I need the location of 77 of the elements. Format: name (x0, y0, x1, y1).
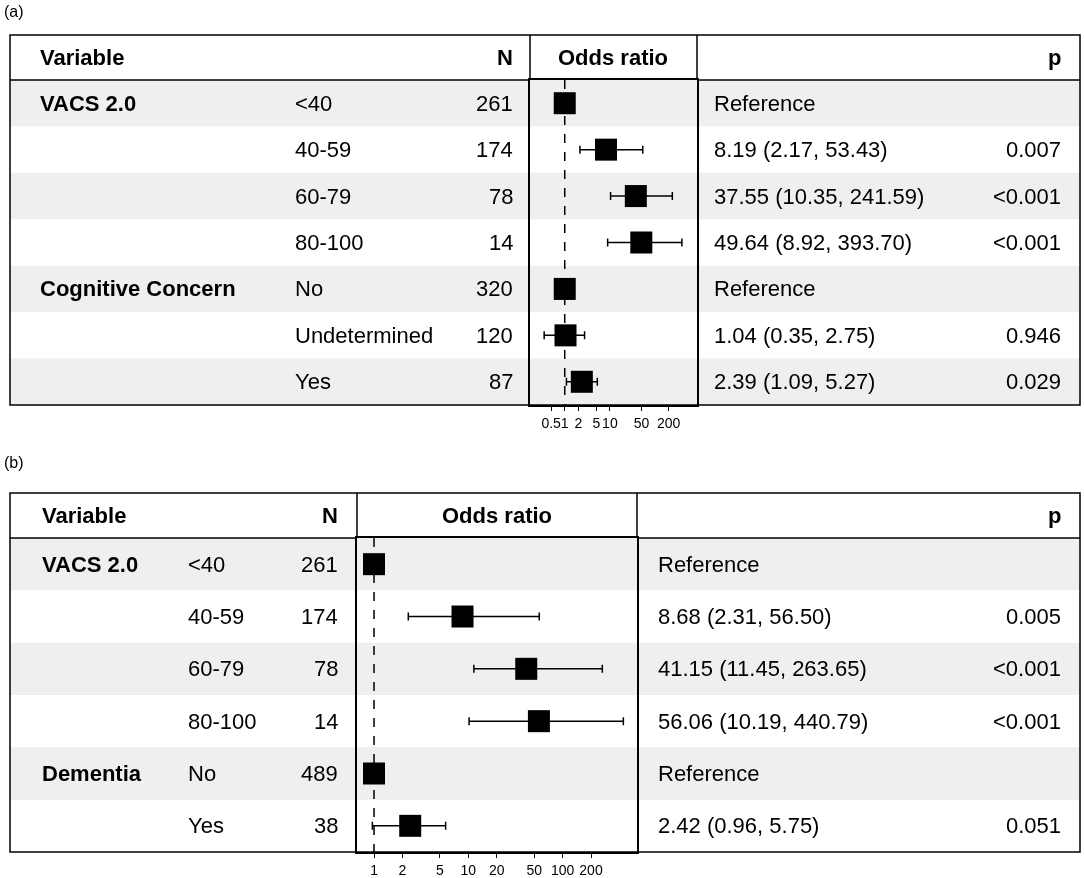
x-tick-label: 10 (460, 861, 477, 878)
text: 120 (476, 323, 513, 348)
x-tick-label: 5 (436, 861, 445, 878)
x-tick-label: 2 (398, 861, 407, 878)
text: 0.051 (1006, 813, 1062, 838)
text: Dementia (42, 761, 142, 786)
text: 14 (489, 230, 514, 255)
text: 56.06 (10.19, 440.79) (658, 709, 869, 734)
text: VACS 2.0 (40, 91, 137, 116)
y-tick-label: No (188, 761, 217, 786)
x-tick-label: 10 (602, 414, 618, 431)
text: 49.64 (8.92, 393.70) (714, 230, 913, 255)
x-tick-label: 50 (526, 861, 543, 878)
text: Reference (658, 761, 760, 786)
text: <0.001 (993, 656, 1061, 681)
text: Odds ratio (442, 503, 553, 528)
y-tick-label: <40 (188, 552, 226, 577)
x-tick-label: 50 (633, 414, 650, 431)
text: 78 (314, 656, 339, 681)
text: 2.42 (0.96, 5.75) (658, 813, 820, 838)
text: Odds ratio (558, 45, 669, 70)
text: 37.55 (10.35, 241.59) (714, 184, 925, 209)
text: VACS 2.0 (42, 552, 139, 577)
text: 14 (314, 709, 339, 734)
x-tick-label: 200 (656, 414, 681, 431)
text: Variable (40, 45, 125, 70)
text: 1.04 (0.35, 2.75) (714, 323, 876, 348)
text: 0.007 (1006, 137, 1062, 162)
text: p (1048, 45, 1062, 70)
y-tick-label: No (295, 276, 324, 301)
y-tick-label: 60-79 (188, 656, 245, 681)
text: 174 (476, 137, 513, 162)
text: 0.005 (1006, 604, 1062, 629)
text: 174 (301, 604, 338, 629)
text: <0.001 (993, 709, 1061, 734)
y-tick-label: <40 (295, 91, 333, 116)
y-tick-label: 40-59 (188, 604, 245, 629)
x-tick-label: 0.5 (541, 414, 562, 431)
y-tick-label: 40-59 (295, 137, 352, 162)
text: 320 (476, 276, 513, 301)
text: N (322, 503, 338, 528)
y-tick-label: Undetermined (295, 323, 434, 348)
y-tick-label: 80-100 (188, 709, 257, 734)
text: (a) (4, 3, 24, 20)
text: 489 (301, 761, 338, 786)
text: p (1048, 503, 1062, 528)
x-tick-label: 1 (370, 861, 379, 878)
x-tick-label: 20 (488, 861, 505, 878)
x-tick-label: 5 (592, 414, 601, 431)
text: 8.68 (2.31, 56.50) (658, 604, 832, 629)
text: Variable (42, 503, 127, 528)
text: 8.19 (2.17, 53.43) (714, 137, 888, 162)
x-tick-label: 200 (579, 861, 603, 878)
y-tick-label: 60-79 (295, 184, 352, 209)
text: 261 (301, 552, 338, 577)
text: 0.029 (1006, 369, 1062, 394)
text: 261 (476, 91, 513, 116)
text: 38 (314, 813, 339, 838)
y-tick-label: Yes (295, 369, 331, 394)
text: (b) (4, 454, 24, 471)
x-tick-label: 2 (574, 414, 583, 431)
x-tick-label: 100 (550, 861, 575, 878)
text: Reference (714, 276, 816, 301)
text: Reference (714, 91, 816, 116)
text: 87 (489, 369, 514, 394)
text: Cognitive Concern (40, 276, 236, 301)
text: Reference (658, 552, 760, 577)
y-tick-label: Yes (188, 813, 224, 838)
text: 2.39 (1.09, 5.27) (714, 369, 876, 394)
x-tick-label: 1 (560, 414, 569, 431)
text: 0.946 (1006, 323, 1062, 348)
text: <0.001 (993, 230, 1061, 255)
text: <0.001 (993, 184, 1061, 209)
y-tick-label: 80-100 (295, 230, 364, 255)
text: N (497, 45, 513, 70)
text: 41.15 (11.45, 263.65) (658, 656, 867, 681)
text: 78 (489, 184, 514, 209)
